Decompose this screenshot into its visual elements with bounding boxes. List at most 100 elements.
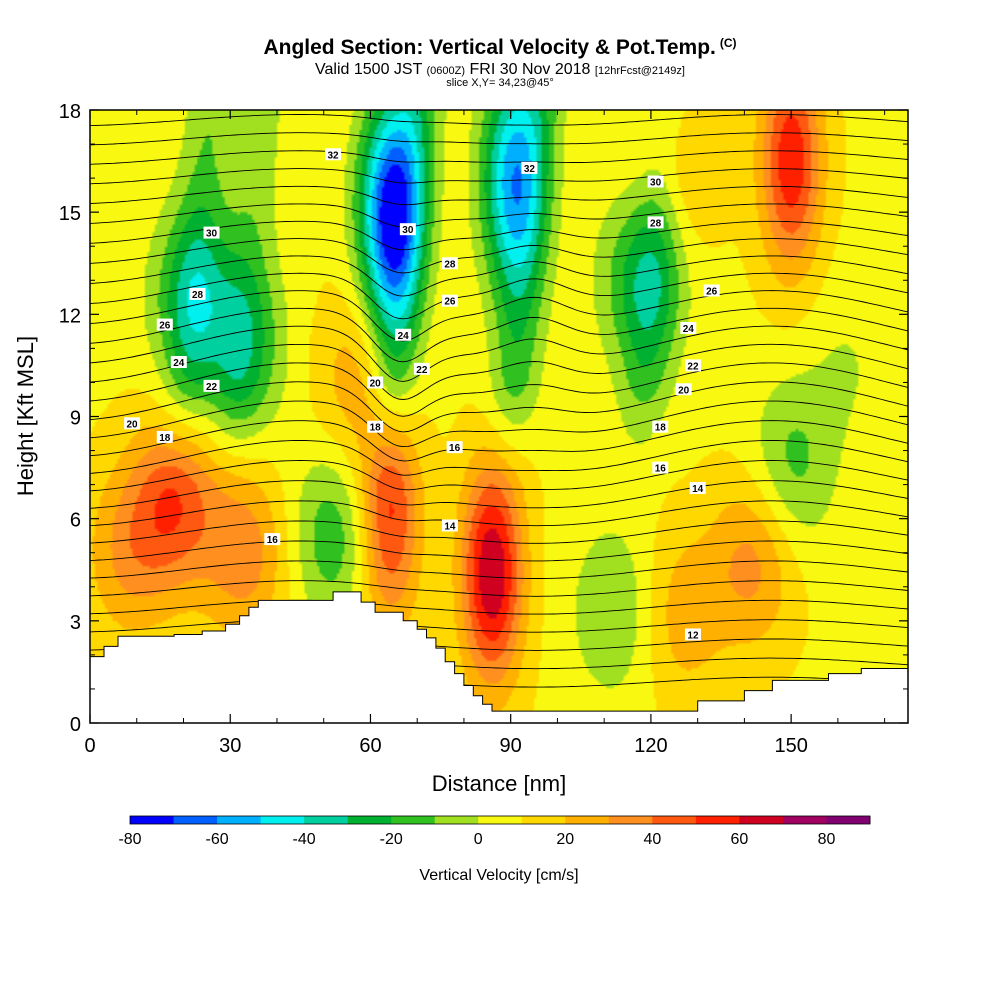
isentrope-label-text: 14 xyxy=(692,484,704,495)
isentrope-line xyxy=(90,132,908,146)
isentrope-label-text: 26 xyxy=(444,297,456,308)
isentrope-label: 18 xyxy=(652,420,669,434)
axis-ticks: 0 30 60 90 120 150 0 3 6 9 12 15 18 xyxy=(59,101,908,757)
isentrope-line xyxy=(90,290,908,342)
isentrope-label-text: 24 xyxy=(683,324,695,335)
x-tick-label: 0 xyxy=(84,735,95,757)
isentrope-line xyxy=(90,150,908,165)
isentrope-label: 16 xyxy=(264,533,281,546)
isentrope-line xyxy=(90,460,908,492)
isentrope-label: 30 xyxy=(399,223,416,236)
isentrope-label: 28 xyxy=(441,257,458,270)
colorbar: -80 -60 -40 -20 0 20 40 60 80 xyxy=(118,815,871,848)
chart-subtitle: Valid 1500 JST (0600Z) FRI 30 Nov 2018 [… xyxy=(315,61,685,78)
isentrope-label-text: 22 xyxy=(687,361,699,372)
colorbar-label: -20 xyxy=(380,831,403,848)
isentrope-line xyxy=(90,238,908,274)
y-tick-label: 15 xyxy=(59,203,81,225)
x-tick-label: 60 xyxy=(359,735,381,757)
isentrope-label-text: 26 xyxy=(159,321,171,332)
isentrope-label: 14 xyxy=(441,519,458,532)
isentrope-label-text: 18 xyxy=(370,423,382,434)
isentrope-line xyxy=(90,540,908,562)
isentrope-line xyxy=(90,96,908,106)
isentrope-label: 20 xyxy=(124,417,141,430)
isentrope-label-text: 18 xyxy=(655,423,667,434)
colorbar-label: 0 xyxy=(474,831,483,848)
colorbar-swatch xyxy=(173,816,218,824)
isentrope-label: 32 xyxy=(521,161,538,175)
isentrope-label: 24 xyxy=(395,328,412,342)
colorbar-swatch xyxy=(304,816,349,824)
y-tick-label: 12 xyxy=(59,305,81,327)
isentrope-label: 24 xyxy=(680,321,697,335)
y-tick-label: 9 xyxy=(70,408,81,430)
x-tick-label: 30 xyxy=(219,735,241,757)
isentrope-label: 14 xyxy=(689,482,706,495)
isentrope-line xyxy=(90,307,908,363)
isentrope-label-text: 24 xyxy=(398,331,410,342)
colorbar-swatch xyxy=(521,816,566,824)
isentrope-label-text: 16 xyxy=(655,464,667,475)
colorbar-label: -40 xyxy=(293,831,316,848)
y-tick-label: 3 xyxy=(70,612,81,634)
isentrope-label: 22 xyxy=(413,362,430,376)
colorbar-label: 20 xyxy=(556,831,574,848)
colorbar-swatch xyxy=(695,816,740,824)
isentrope-label: 12 xyxy=(684,628,701,641)
chart-title: Angled Section: Vertical Velocity & Pot.… xyxy=(263,36,737,59)
y-tick-label: 6 xyxy=(70,510,81,532)
isentrope-label-text: 30 xyxy=(206,229,218,240)
colorbar-swatch xyxy=(217,816,262,824)
isentrope-line xyxy=(90,480,908,509)
isentrope-line xyxy=(90,500,908,527)
colorbar-swatch xyxy=(130,816,175,824)
colorbar-swatch xyxy=(652,816,697,824)
colorbar-swatch xyxy=(260,816,305,824)
y-axis-title: Height [Kft MSL] xyxy=(13,336,38,496)
isentrope-line xyxy=(90,440,908,476)
isentrope-line xyxy=(90,400,908,448)
isentrope-line xyxy=(90,343,908,400)
x-tick-label: 90 xyxy=(500,735,522,757)
isentrope-label: 22 xyxy=(203,379,220,393)
colorbar-swatch xyxy=(565,816,610,824)
y-tick-label: 0 xyxy=(70,714,81,736)
isentrope-label: 24 xyxy=(170,356,187,369)
slice-info: slice X,Y= 34,23@45° xyxy=(446,77,554,89)
isentrope-line xyxy=(90,272,908,320)
isentrope-line xyxy=(90,362,908,417)
isentrope-line xyxy=(90,599,908,615)
isentrope-line xyxy=(90,580,908,597)
isentrope-label: 18 xyxy=(156,430,173,444)
colorbar-label: -60 xyxy=(205,831,228,848)
isentrope-label: 16 xyxy=(652,461,669,475)
colorbar-frame xyxy=(129,815,871,825)
isentrope-label: 32 xyxy=(325,148,342,161)
isentrope-label: 20 xyxy=(675,383,692,396)
isentrope-label-text: 22 xyxy=(206,382,218,393)
colorbar-label: 80 xyxy=(818,831,836,848)
colorbar-swatch xyxy=(782,816,827,824)
colorbar-label: -80 xyxy=(118,831,141,848)
isentrope-line xyxy=(90,520,908,544)
x-tick-label: 150 xyxy=(774,735,807,757)
colorbar-title: Vertical Velocity [cm/s] xyxy=(419,867,578,884)
isentrope-line xyxy=(90,255,908,297)
isentrope-line xyxy=(90,114,908,127)
isentrope-line xyxy=(90,168,908,185)
colorbar-label: 40 xyxy=(643,831,661,848)
isentrope-label-text: 28 xyxy=(444,259,456,270)
terrain-mask xyxy=(90,591,908,723)
colorbar-swatch xyxy=(478,816,523,824)
isentrope-label-text: 20 xyxy=(678,385,690,396)
isentrope-line xyxy=(90,381,908,433)
vertical-velocity-field xyxy=(90,110,908,723)
isentrope-label-text: 28 xyxy=(192,290,204,301)
isentrope-label-text: 22 xyxy=(416,365,428,376)
isentrope-line xyxy=(90,203,908,228)
isentrope-label: 28 xyxy=(647,216,664,229)
isentrope-line xyxy=(90,420,908,462)
